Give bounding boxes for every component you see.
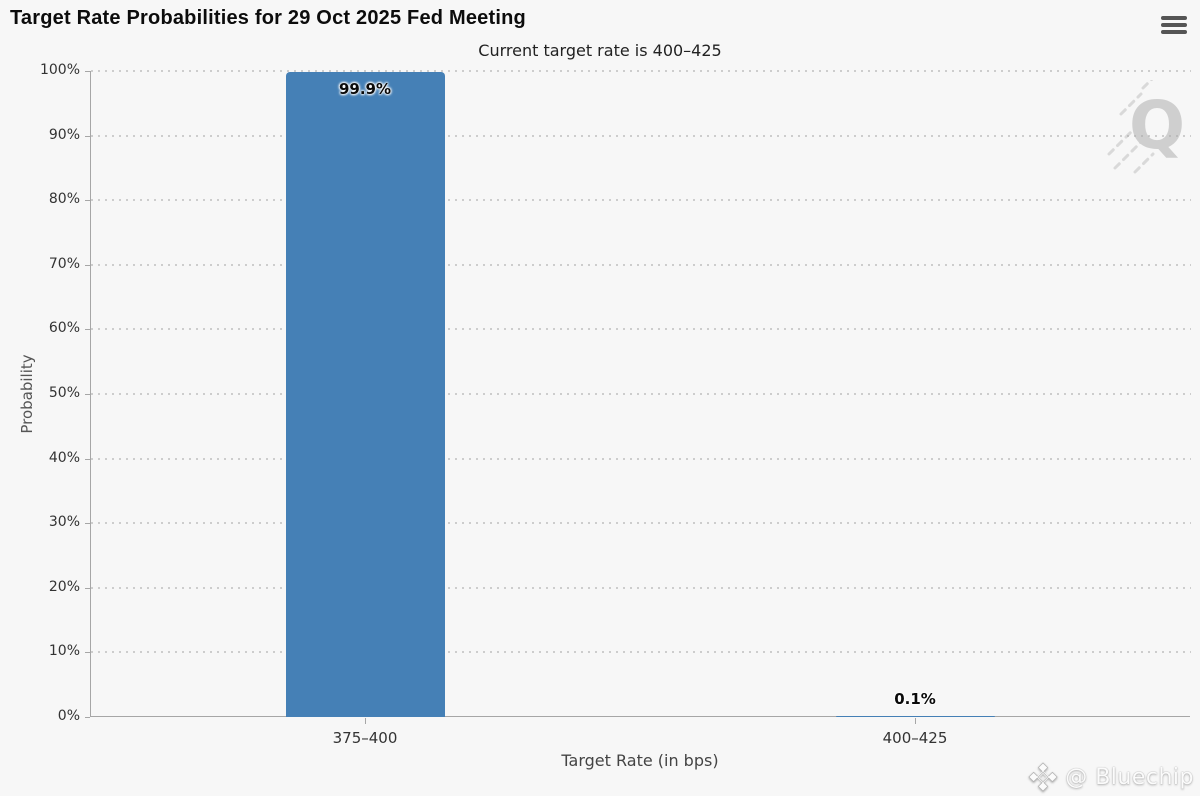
watermark-credit-text: @ Bluechip bbox=[1065, 764, 1194, 790]
bar-400–425[interactable] bbox=[835, 716, 995, 717]
y-axis-tick bbox=[85, 717, 90, 718]
x-axis-tick bbox=[915, 718, 916, 724]
bar-value-label: 99.9% bbox=[338, 79, 392, 98]
y-axis-tick bbox=[85, 264, 90, 266]
gridline-30% bbox=[91, 522, 1191, 525]
bar-375–400[interactable] bbox=[285, 71, 445, 717]
gridline-80% bbox=[91, 199, 1191, 202]
y-axis-tick bbox=[85, 523, 90, 525]
gridline-100% bbox=[91, 70, 1191, 72]
y-axis-tick-label: 100% bbox=[39, 62, 80, 78]
y-axis-tick-label: 20% bbox=[48, 578, 80, 595]
chart-title: Target Rate Probabilities for 29 Oct 202… bbox=[10, 7, 526, 29]
y-axis-tick bbox=[85, 329, 90, 331]
y-axis-tick-label: 40% bbox=[48, 449, 80, 466]
y-axis-tick bbox=[85, 71, 90, 72]
chart-subtitle: Current target rate is 400–425 bbox=[478, 41, 722, 60]
gridline-20% bbox=[91, 586, 1191, 589]
x-axis-category-label: 375–400 bbox=[332, 729, 398, 747]
gridline-40% bbox=[91, 457, 1191, 460]
y-axis-tick bbox=[85, 200, 90, 202]
y-axis-tick-label: 80% bbox=[48, 191, 80, 208]
y-axis-tick-label: 10% bbox=[48, 643, 80, 660]
hamburger-menu-icon bbox=[1161, 30, 1187, 34]
y-axis-tick-label: 70% bbox=[48, 255, 80, 272]
y-axis-tick-label: 50% bbox=[48, 385, 80, 401]
y-axis-tick-label: 0% bbox=[57, 708, 80, 724]
y-axis-tick bbox=[85, 587, 90, 589]
hamburger-menu-icon bbox=[1161, 16, 1187, 20]
bluechip-logo-icon bbox=[1028, 762, 1058, 792]
y-axis-tick bbox=[85, 394, 90, 395]
y-axis-tick-label: 60% bbox=[48, 320, 80, 337]
gridline-90% bbox=[91, 134, 1191, 137]
gridline-70% bbox=[91, 263, 1191, 266]
y-axis-tick-label: 90% bbox=[48, 126, 80, 143]
y-axis-tick bbox=[85, 652, 90, 654]
y-axis-tick bbox=[85, 458, 90, 460]
y-axis-tick bbox=[85, 135, 90, 137]
x-axis-tick bbox=[365, 718, 366, 724]
y-axis-tick-label: 30% bbox=[48, 514, 80, 531]
chart-context-menu-button[interactable] bbox=[1158, 12, 1190, 38]
hamburger-menu-icon bbox=[1161, 23, 1187, 27]
bar-value-label: 0.1% bbox=[894, 690, 936, 708]
plot-area bbox=[90, 71, 1190, 717]
credit-watermark: @ Bluechip bbox=[1028, 762, 1194, 792]
gridline-50% bbox=[91, 393, 1191, 395]
x-axis-title: Target Rate (in bps) bbox=[561, 751, 719, 770]
gridline-60% bbox=[91, 328, 1191, 331]
x-axis-category-label: 400–425 bbox=[882, 729, 948, 747]
gridline-10% bbox=[91, 651, 1191, 654]
